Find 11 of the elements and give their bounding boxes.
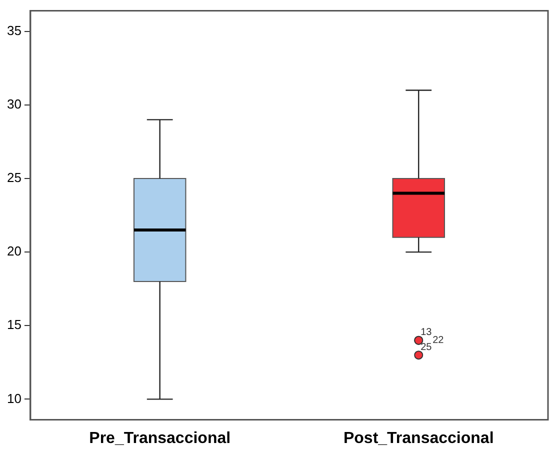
y-tick-label: 10 bbox=[6, 390, 22, 406]
x-tick-label: Pre_Transaccional bbox=[89, 430, 231, 447]
y-tick-label: 15 bbox=[6, 317, 22, 332]
annotation: 13 bbox=[420, 327, 432, 338]
y-tick-label: 20 bbox=[6, 244, 22, 259]
y-tick-label: 35 bbox=[6, 22, 22, 38]
y-tick-label: 30 bbox=[6, 96, 22, 112]
annotation: 22 bbox=[432, 335, 444, 346]
annotation: 25 bbox=[420, 342, 432, 353]
x-tick-label: Post_Transaccional bbox=[343, 430, 494, 447]
y-tick-label: 25 bbox=[6, 170, 22, 186]
